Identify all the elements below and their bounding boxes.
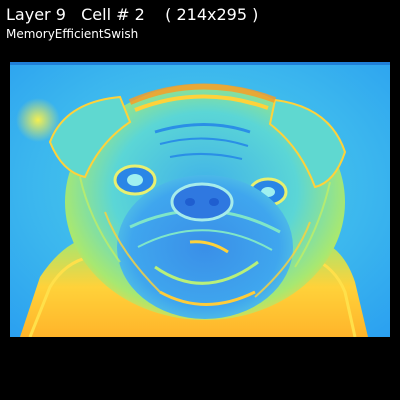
feature-map-image [10,62,390,337]
activation-function-label: MemoryEfficientSwish [6,27,139,41]
layer-cell-title: Layer 9 Cell # 2 ( 214x295 ) [6,5,259,24]
